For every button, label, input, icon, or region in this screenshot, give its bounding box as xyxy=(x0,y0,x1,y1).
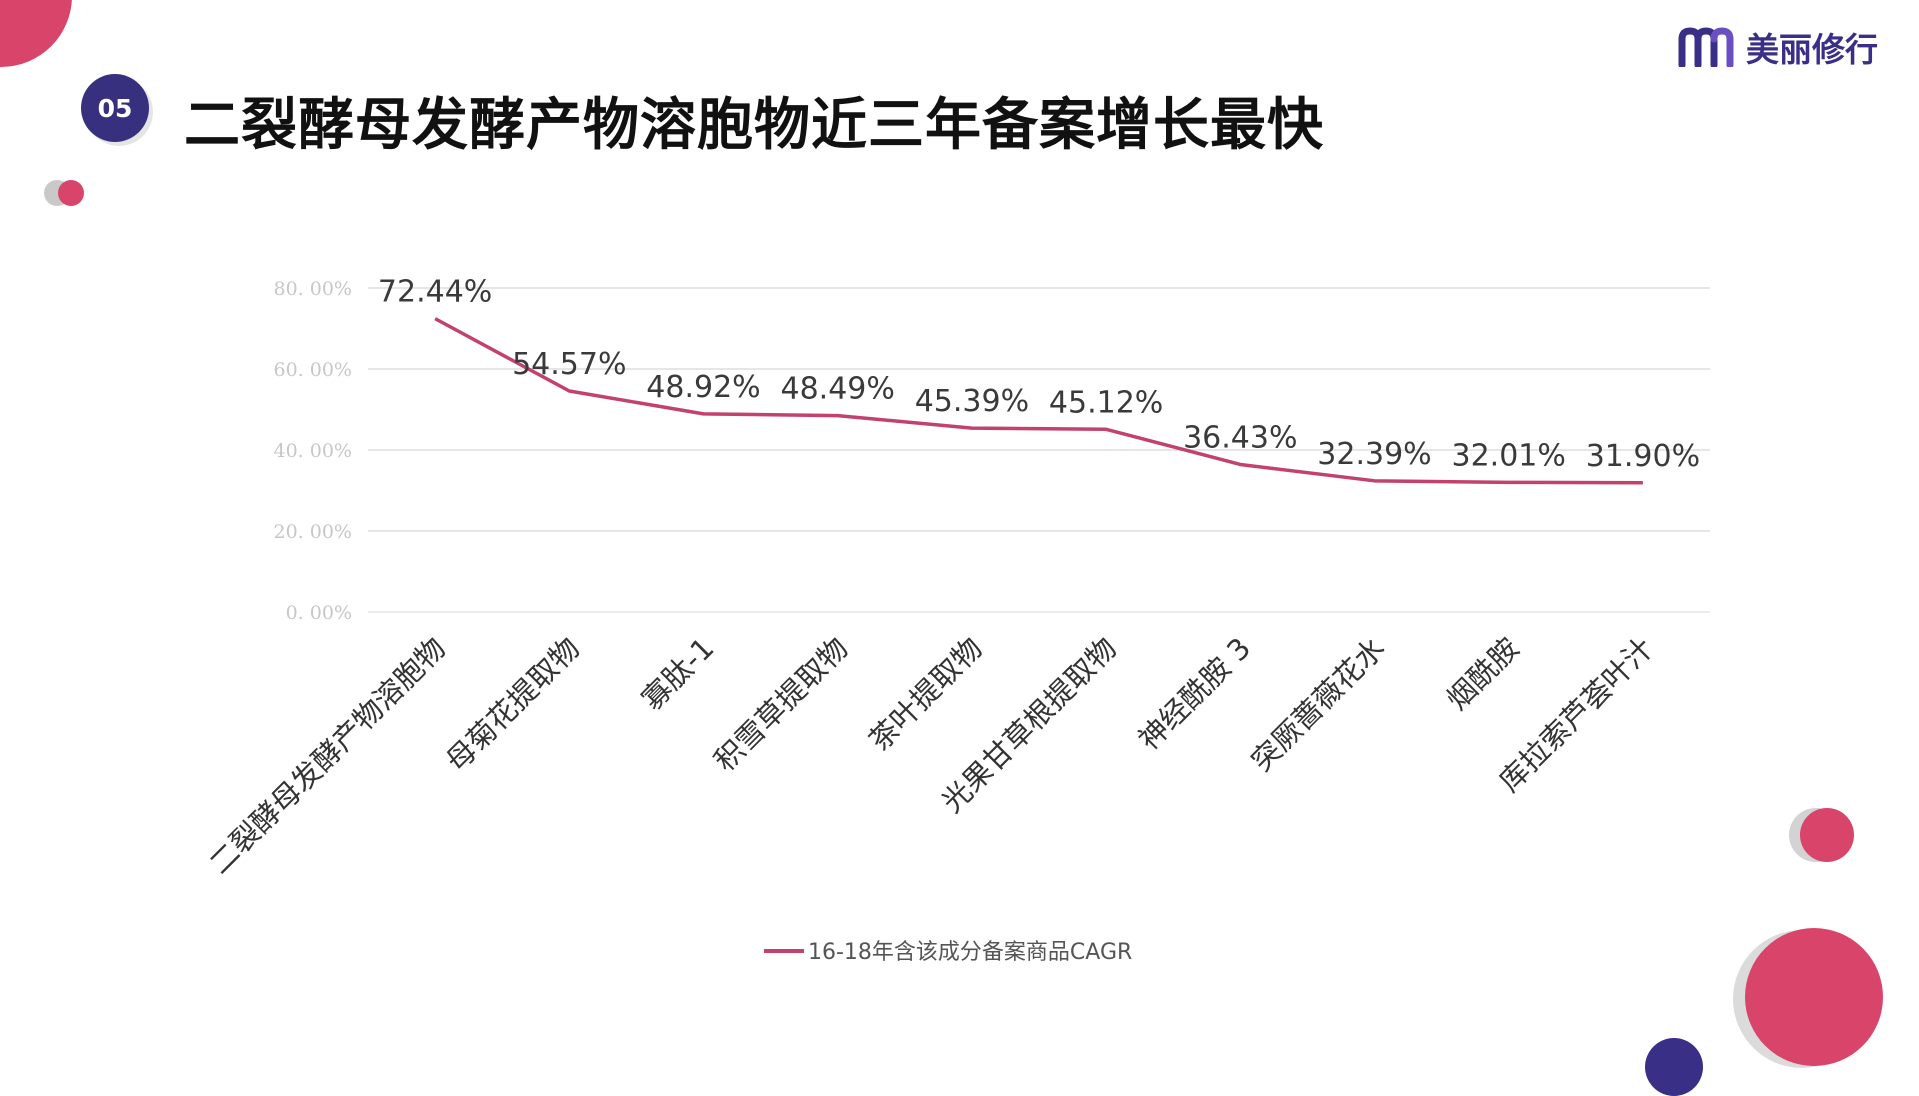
data-label: 54.57% xyxy=(512,347,626,382)
y-tick-label: 60. 00% xyxy=(274,359,353,381)
x-tick-label: 突厥蔷薇花水 xyxy=(1244,631,1391,778)
data-label: 45.12% xyxy=(1049,385,1163,420)
decor-circle-right-large xyxy=(1745,928,1883,1066)
m-letter-logo-icon xyxy=(1678,27,1734,67)
data-label: 48.92% xyxy=(646,370,760,405)
data-label: 31.90% xyxy=(1586,439,1700,474)
chart-legend: 16-18年含该成分备案商品CAGR xyxy=(764,940,1132,965)
x-tick-label: 二裂酵母发酵产物溶胞物 xyxy=(202,631,452,881)
chart-y-axis: 0. 00% 20. 00% 40. 00% 60. 00% 80. 00% xyxy=(274,278,353,624)
slide-number-badge: 05 xyxy=(81,74,149,142)
data-label: 32.01% xyxy=(1452,438,1566,473)
chart-data-labels: 72.44% 54.57% 48.92% 48.49% 45.39% 45.12% 36.4… xyxy=(378,275,1700,474)
legend-label: 16-18年含该成分备案商品CAGR xyxy=(808,940,1132,965)
x-tick-label: 茶叶提取物 xyxy=(862,631,989,758)
decor-circle-right-small xyxy=(1800,808,1854,862)
data-label: 32.39% xyxy=(1317,437,1431,472)
data-label: 48.49% xyxy=(781,372,895,407)
brand-logo: 美丽修行 xyxy=(1678,22,1878,72)
decor-dot-pink xyxy=(58,180,84,206)
y-tick-label: 80. 00% xyxy=(274,278,353,300)
x-tick-label: 神经酰胺 3 xyxy=(1132,631,1258,757)
x-tick-label: 积雪草提取物 xyxy=(708,631,855,778)
y-tick-label: 0. 00% xyxy=(286,602,352,624)
chart-gridlines xyxy=(368,287,1710,613)
brand-name: 美丽修行 xyxy=(1746,30,1878,69)
page-title: 二裂酵母发酵产物溶胞物近三年备案增长最快 xyxy=(184,93,1324,158)
y-tick-label: 20. 00% xyxy=(274,521,353,543)
data-label: 36.43% xyxy=(1183,420,1297,455)
series-line xyxy=(434,317,1643,485)
data-label: 72.44% xyxy=(378,275,492,310)
x-tick-label: 烟酰胺 xyxy=(1440,631,1526,717)
y-tick-label: 40. 00% xyxy=(274,440,353,462)
x-tick-label: 母菊花提取物 xyxy=(439,631,586,778)
chart-series xyxy=(434,317,1643,485)
x-tick-label: 寡肽-1 xyxy=(635,631,721,717)
data-label: 45.39% xyxy=(915,384,1029,419)
